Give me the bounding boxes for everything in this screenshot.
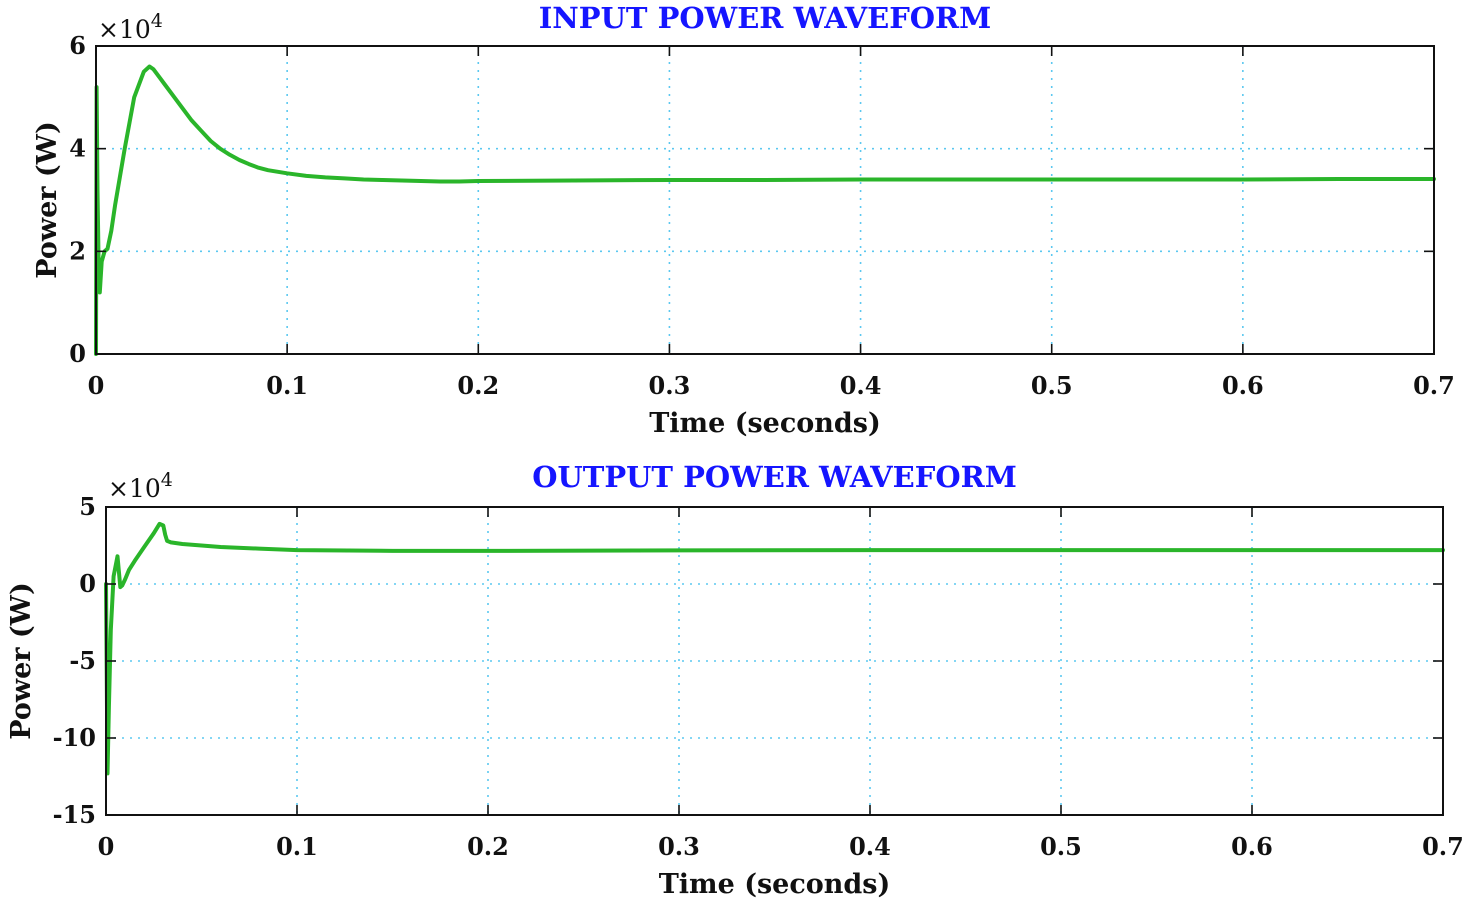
input-y-tick-label: 2 [69, 236, 86, 265]
input-x-tick-label: 0.6 [1222, 371, 1264, 400]
output-y-tick-label: 5 [79, 492, 96, 521]
input-y-axis-label: Power (W) [32, 121, 63, 279]
input-x-tick-label: 0.1 [266, 371, 308, 400]
output-y-axis-label: Power (W) [6, 582, 37, 740]
output-x-tick-label: 0 [98, 832, 115, 861]
input-x-tick-label: 0.7 [1413, 371, 1455, 400]
input-x-tick-label: 0.4 [840, 371, 882, 400]
output-chart-title: OUTPUT POWER WAVEFORM [532, 460, 1017, 494]
input-y-tick-label: 0 [69, 339, 86, 368]
output-x-tick-label: 0.4 [849, 832, 891, 861]
input-x-tick-label: 0.3 [649, 371, 691, 400]
output-chart-panel: 0 0.1 0.2 0.3 0.4 0.5 0.6 0.7 -15 -10 -5 0 5 OUTPUT P… [6, 460, 1464, 900]
input-chart-panel: 0 0.1 0.2 0.3 0.4 0.5 0.6 0.7 0 2 4 6 INPUT POWER WA… [32, 1, 1455, 439]
input-y-tick-label: 6 [69, 31, 86, 60]
input-plot-frame [95, 45, 1435, 355]
input-x-tick-label: 0.5 [1031, 371, 1073, 400]
input-x-tick-label: 0 [88, 371, 105, 400]
output-x-axis-label: Time (seconds) [659, 869, 891, 900]
input-x-axis-label: Time (seconds) [649, 408, 881, 439]
input-y-exponent-label: ×104 [98, 10, 163, 44]
output-y-tick-label: -15 [53, 800, 96, 829]
output-y-tick-label: -5 [69, 646, 96, 675]
output-x-tick-label: 0.7 [1422, 832, 1464, 861]
input-y-tick-label: 4 [69, 134, 86, 163]
output-x-tick-label: 0.5 [1040, 832, 1082, 861]
input-x-tick-label: 0.2 [457, 371, 499, 400]
input-chart-title: INPUT POWER WAVEFORM [539, 1, 992, 35]
output-y-tick-label: -10 [53, 723, 96, 752]
output-x-tick-label: 0.6 [1231, 832, 1273, 861]
input-power-series-line [94, 64, 1436, 356]
output-y-exponent-label: ×104 [108, 469, 173, 503]
output-x-tick-label: 0.1 [276, 832, 318, 861]
output-x-tick-label: 0.3 [658, 832, 700, 861]
output-power-series-line [104, 521, 1445, 776]
output-x-tick-label: 0.2 [467, 832, 509, 861]
output-y-tick-label: 0 [79, 569, 96, 598]
